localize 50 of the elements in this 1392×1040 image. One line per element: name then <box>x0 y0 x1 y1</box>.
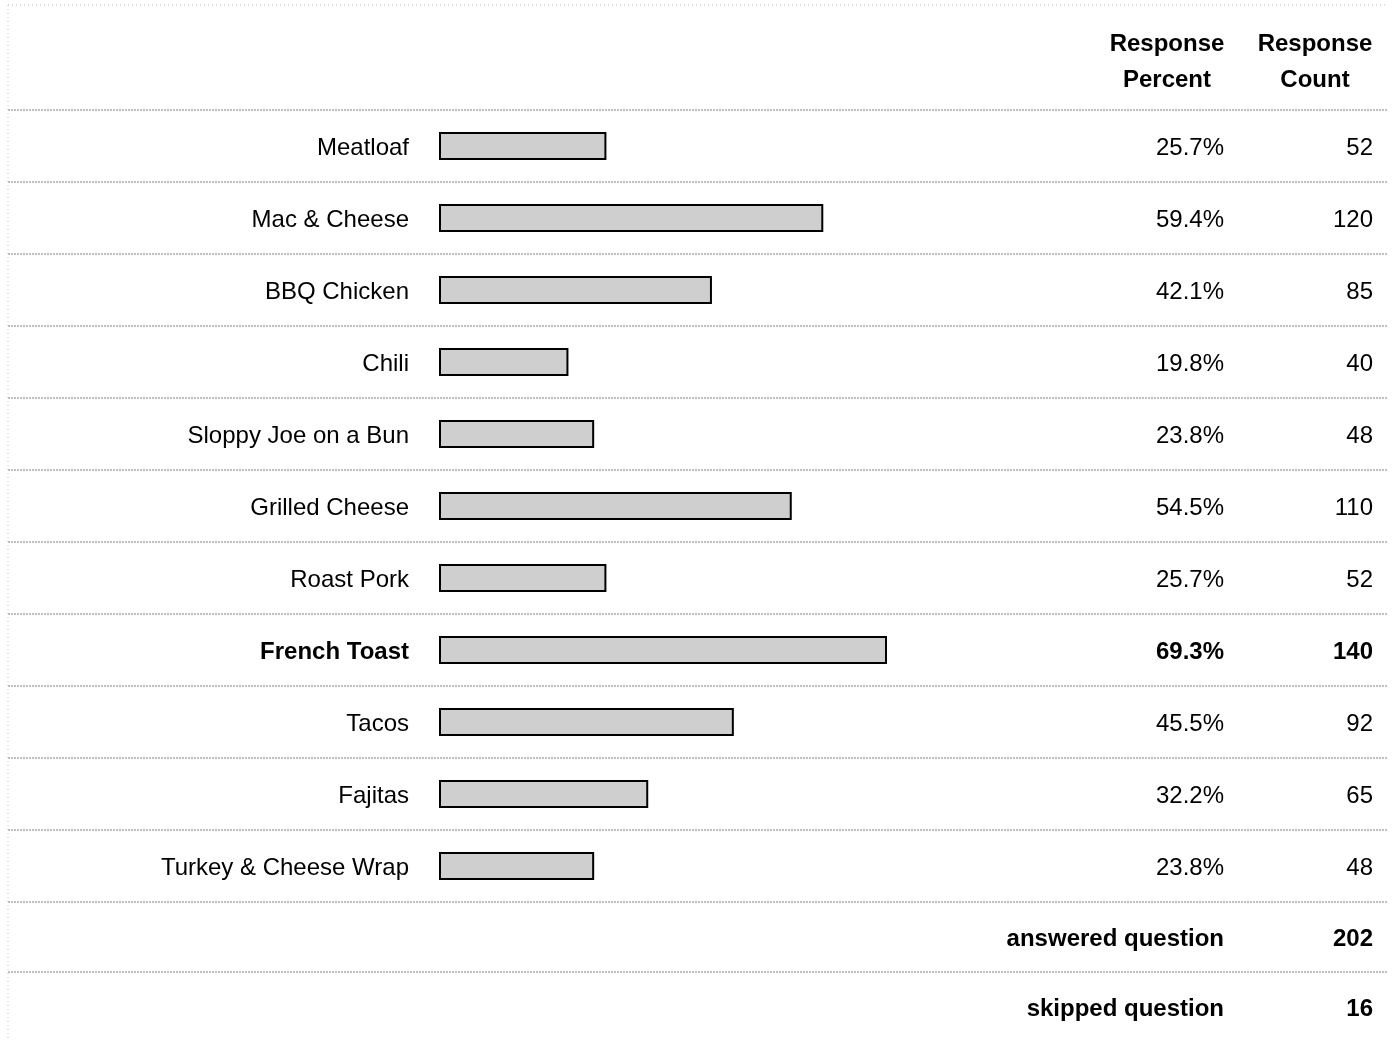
text: Response Count <box>1257 28 1373 92</box>
y-tick-label: Chili <box>362 348 409 376</box>
text: 52 <box>1346 564 1373 592</box>
data-label: 59.4% <box>1155 204 1224 232</box>
data-label: 32.2% <box>1155 780 1224 808</box>
bar <box>439 420 595 448</box>
text: 48 <box>1346 852 1373 880</box>
y-tick-label: Tacos <box>346 708 409 736</box>
y-tick-label: Grilled Cheese <box>250 492 409 520</box>
y-tick-label: Sloppy Joe on a Bun <box>187 420 409 448</box>
text: 16 <box>1346 993 1373 1021</box>
bar <box>439 204 824 232</box>
text: 120 <box>1332 204 1373 232</box>
data-label: 42.1% <box>1155 276 1224 304</box>
y-tick-label: French Toast <box>260 636 409 664</box>
bar <box>439 348 569 376</box>
text: 110 <box>1334 492 1373 520</box>
data-label: 69.3% <box>1155 636 1224 664</box>
text: Response Percent <box>1109 28 1225 92</box>
text: 40 <box>1346 348 1373 376</box>
text: 65 <box>1346 780 1373 808</box>
bar <box>439 132 607 160</box>
text: 85 <box>1346 276 1373 304</box>
y-tick-label: Roast Pork <box>290 564 410 592</box>
data-label: 23.8% <box>1155 852 1224 880</box>
data-label: 19.8% <box>1155 348 1224 376</box>
y-tick-label: Meatloaf <box>316 132 410 160</box>
text: skipped question <box>1026 993 1224 1021</box>
data-label: 25.7% <box>1155 132 1224 160</box>
text: 140 <box>1332 636 1373 664</box>
data-label: 54.5% <box>1155 492 1224 520</box>
data-label: 23.8% <box>1155 420 1224 448</box>
text: 202 <box>1332 923 1373 951</box>
y-tick-label: Fajitas <box>338 780 409 808</box>
bar <box>439 852 595 880</box>
y-tick-label: Turkey & Cheese Wrap <box>160 852 409 880</box>
bar <box>439 564 607 592</box>
y-tick-label: Mac & Cheese <box>251 204 409 232</box>
data-label: 25.7% <box>1155 564 1224 592</box>
bar <box>439 780 649 808</box>
text: answered question <box>1006 923 1224 951</box>
bar <box>439 708 734 736</box>
bar <box>439 492 792 520</box>
y-tick-label: BBQ Chicken <box>264 276 409 304</box>
data-label: 45.5% <box>1155 708 1224 736</box>
text: 48 <box>1346 420 1373 448</box>
text: 92 <box>1346 708 1373 736</box>
bar <box>439 636 887 664</box>
text: 52 <box>1346 132 1373 160</box>
bar <box>439 276 712 304</box>
